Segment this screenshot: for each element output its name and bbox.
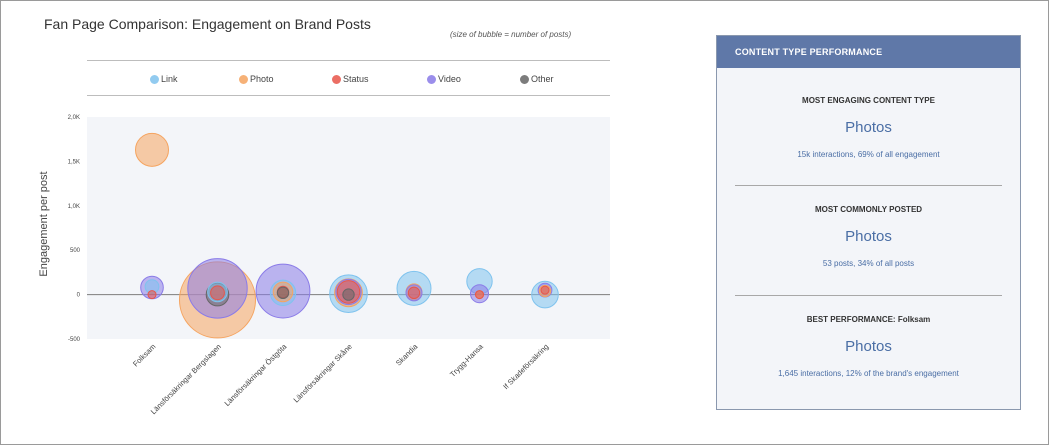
section-divider: [735, 185, 1002, 186]
legend-label: Video: [438, 74, 461, 84]
bubble-status[interactable]: [540, 285, 550, 295]
bubble-status[interactable]: [475, 290, 484, 300]
bubble-photo[interactable]: [135, 132, 169, 167]
section-heading: MOST ENGAGING CONTENT TYPE: [802, 96, 935, 105]
legend: Link Photo Status Video Other: [87, 60, 610, 96]
section-value: Photos: [845, 228, 892, 245]
legend-swatch-other: [520, 74, 529, 84]
section-detail: 1,645 interactions, 12% of the brand's e…: [778, 369, 959, 378]
y-tick-label: 1,5K: [68, 159, 80, 165]
section-detail: 15k interactions, 69% of all engagement: [797, 150, 940, 159]
section-divider: [735, 295, 1002, 296]
section-most-posted: MOST COMMONLY POSTED Photos 53 posts, 34…: [717, 205, 1020, 268]
legend-swatch-status: [332, 74, 341, 84]
bubbles: [135, 132, 559, 339]
section-heading: BEST PERFORMANCE: Folksam: [806, 315, 931, 324]
bubble-other[interactable]: [276, 286, 290, 300]
section-most-engaging: MOST ENGAGING CONTENT TYPE Photos 15k in…: [717, 96, 1020, 159]
section-detail: 53 posts, 34% of all posts: [822, 259, 915, 268]
panel-header: CONTENT TYPE PERFORMANCE: [717, 36, 1020, 68]
chart-title: Fan Page Comparison: Engagement on Brand…: [44, 16, 371, 32]
legend-item-status[interactable]: Status: [332, 74, 369, 84]
legend-label: Other: [531, 74, 554, 84]
bubble-other[interactable]: [342, 288, 355, 301]
x-tick-label: Länsförsäkringar Östgöta: [222, 341, 288, 407]
legend-label: Link: [161, 74, 178, 84]
y-tick-label: 0: [77, 293, 81, 299]
legend-item-video[interactable]: Video: [427, 74, 461, 84]
legend-swatch-video: [427, 74, 436, 84]
legend-swatch-photo: [239, 74, 248, 84]
legend-swatch-link: [150, 74, 159, 84]
y-axis-ticks: 2,0K 1,5K 1,0K 500 0 -500: [68, 115, 81, 343]
section-value: Photos: [845, 338, 892, 355]
section-heading: MOST COMMONLY POSTED: [814, 205, 923, 214]
x-tick-label: If Skadeförsäkring: [501, 342, 550, 391]
legend-label: Status: [343, 74, 369, 84]
section-value: Photos: [845, 119, 892, 136]
y-tick-label: 500: [70, 248, 81, 254]
y-tick-label: -500: [68, 337, 81, 343]
bubble-size-note: (size of bubble = number of posts): [450, 30, 572, 39]
x-tick-label: Länsförsäkringar Skåne: [292, 342, 354, 404]
legend-item-other[interactable]: Other: [520, 74, 554, 84]
section-best-performance: BEST PERFORMANCE: Folksam Photos 1,645 i…: [717, 315, 1020, 378]
bubble-status[interactable]: [147, 290, 157, 300]
x-tick-label: Trygg-Hansa: [448, 341, 485, 378]
bubble-status[interactable]: [210, 285, 225, 301]
x-tick-label: Skandia: [394, 341, 420, 367]
x-tick-label: Länsförsäkringar Bergslagen: [149, 342, 223, 416]
legend-label: Photo: [250, 74, 274, 84]
legend-item-photo[interactable]: Photo: [239, 74, 274, 84]
y-tick-label: 2,0K: [68, 115, 80, 121]
y-tick-label: 1,0K: [68, 204, 80, 210]
x-tick-label: Folksam: [131, 342, 157, 368]
legend-item-link[interactable]: Link: [150, 74, 178, 84]
bubble-status[interactable]: [407, 286, 421, 300]
content-type-performance-panel: CONTENT TYPE PERFORMANCE MOST ENGAGING C…: [716, 35, 1021, 410]
